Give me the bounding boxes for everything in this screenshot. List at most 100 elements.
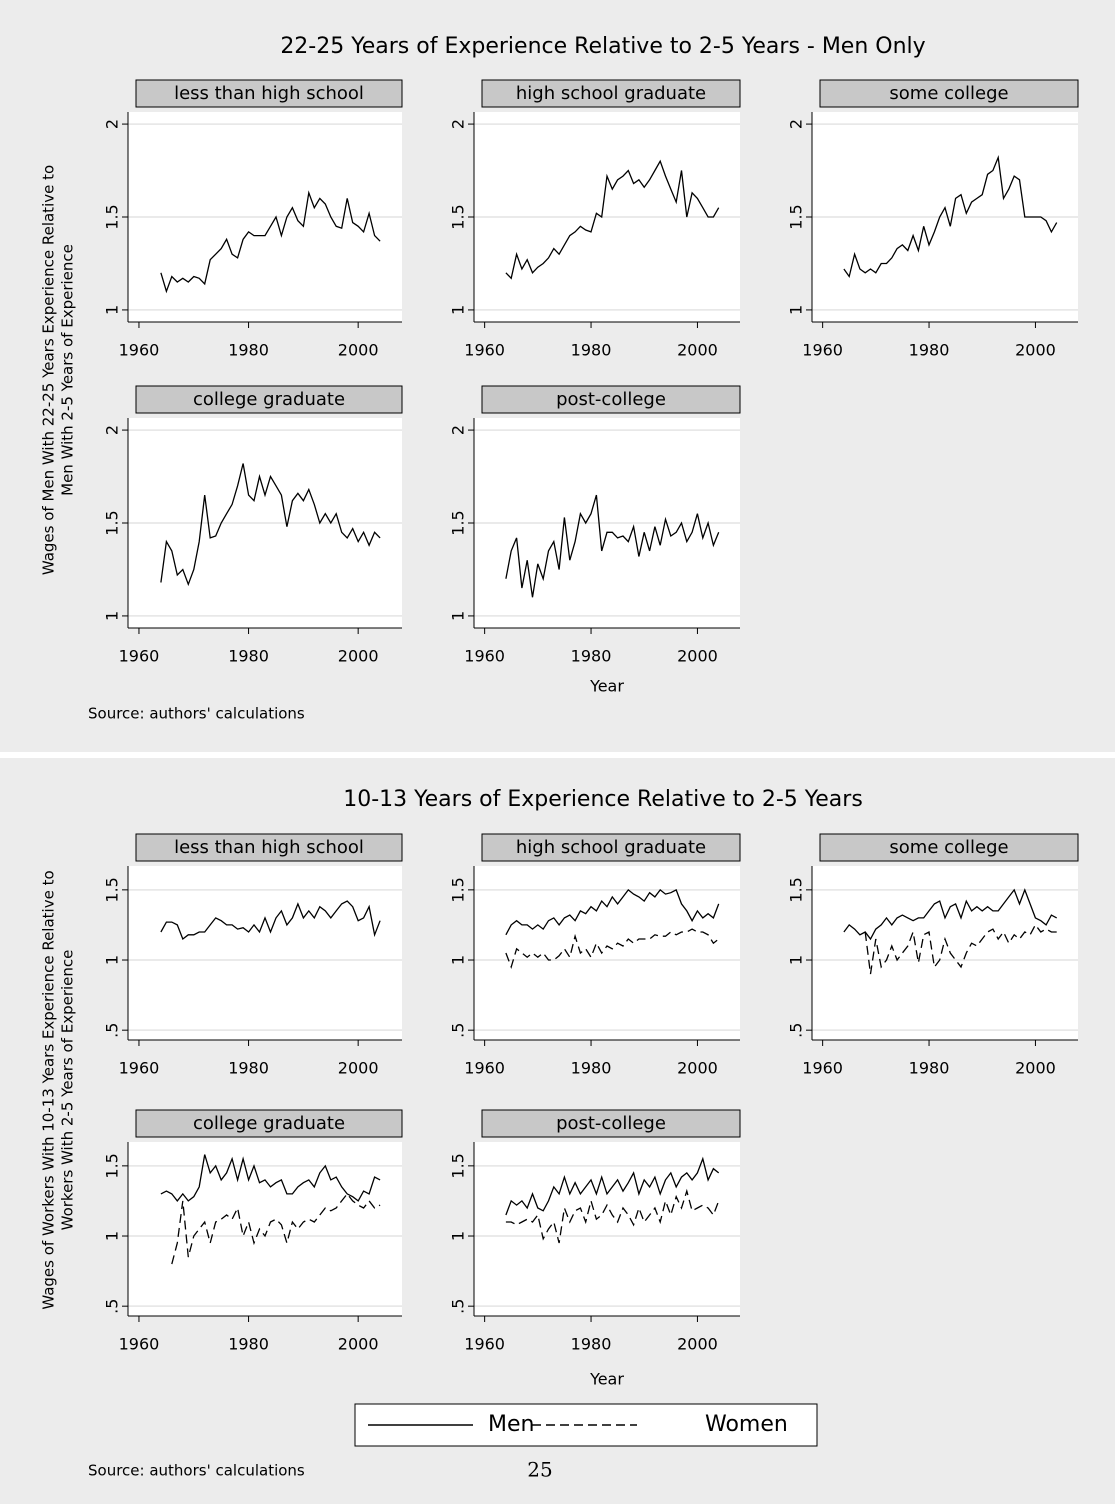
- y-tick-label: 1.5: [787, 877, 806, 902]
- x-tick-label: 2000: [338, 341, 379, 360]
- y-tick-label: 1.5: [103, 204, 122, 229]
- chart-title: 10-13 Years of Experience Relative to 2-…: [343, 787, 863, 812]
- data-line: [171, 1192, 381, 1265]
- y-tick-label: 1: [103, 955, 122, 965]
- y-tick-label: 1: [449, 305, 468, 315]
- x-tick-label: 1960: [119, 1059, 160, 1078]
- x-tick-label: 1980: [571, 647, 612, 666]
- panel-header: [481, 1109, 741, 1138]
- panel: college graduate 1 1.5 2 1960 1980 2000: [103, 385, 403, 666]
- x-tick-label: 1960: [119, 1335, 160, 1354]
- y-axis-label: Wages of Workers With 10-13 Years Experi…: [40, 870, 58, 1309]
- plot-area: [812, 866, 1078, 1040]
- y-tick-label: .5: [449, 1299, 468, 1314]
- y-tick-label: 1: [103, 611, 122, 621]
- x-axis-label: Year: [589, 677, 624, 696]
- data-line: [160, 463, 381, 587]
- data-line: [160, 900, 381, 941]
- x-tick-label: 2000: [1015, 1059, 1056, 1078]
- x-tick-label: 1980: [228, 341, 269, 360]
- x-tick-label: 1980: [228, 1335, 269, 1354]
- y-tick-label: 1: [103, 305, 122, 315]
- panel-header: [135, 385, 403, 414]
- x-tick-label: 1960: [464, 1059, 505, 1078]
- y-tick-label: 1.5: [787, 204, 806, 229]
- data-line: [505, 159, 720, 280]
- panel-title: less than high school: [174, 83, 364, 104]
- y-tick-label: 1: [449, 955, 468, 965]
- x-tick-label: 1980: [571, 341, 612, 360]
- separator: [0, 752, 1115, 758]
- x-tick-label: 1960: [464, 647, 505, 666]
- y-tick-label: 1: [787, 305, 806, 315]
- panel: post-college .5 1 1.5 1960 1980 2000: [449, 1109, 741, 1354]
- y-tick-label: 1: [449, 1231, 468, 1241]
- y-tick-label: 2: [449, 119, 468, 129]
- x-tick-label: 1960: [119, 647, 160, 666]
- y-tick-label: 1.5: [103, 877, 122, 902]
- x-tick-label: 2000: [677, 341, 718, 360]
- y-tick-label: 1.5: [449, 877, 468, 902]
- panel-title: some college: [889, 837, 1008, 858]
- panel: some college .5 1 1.5 1960 1980 2000: [787, 833, 1079, 1078]
- data-line: [864, 923, 1057, 975]
- panel: college graduate .5 1 1.5 1960 1980 2000: [103, 1109, 403, 1354]
- data-line: [843, 888, 1058, 941]
- panel-title: college graduate: [193, 389, 345, 410]
- y-tick-label: 2: [103, 425, 122, 435]
- y-tick-label: .5: [103, 1299, 122, 1314]
- x-tick-label: 1960: [802, 1059, 843, 1078]
- chart-title: 22-25 Years of Experience Relative to 2-…: [280, 34, 925, 59]
- y-tick-label: 1.5: [449, 510, 468, 535]
- panel-title: high school graduate: [516, 83, 706, 104]
- x-tick-label: 1980: [571, 1059, 612, 1078]
- x-tick-label: 1960: [802, 341, 843, 360]
- y-tick-label: 1: [103, 1231, 122, 1241]
- data-line: [843, 154, 1058, 279]
- x-tick-label: 2000: [677, 647, 718, 666]
- x-axis-label: Year: [589, 1370, 624, 1389]
- plot-area: [128, 866, 402, 1040]
- x-tick-label: 1980: [228, 647, 269, 666]
- panel-header: [819, 79, 1079, 108]
- panel-title: post-college: [556, 1113, 666, 1134]
- x-tick-label: 2000: [338, 647, 379, 666]
- x-tick-label: 1980: [571, 1335, 612, 1354]
- x-tick-label: 1980: [228, 1059, 269, 1078]
- panel-title: post-college: [556, 389, 666, 410]
- panel: some college 1 1.5 2 1960 1980 2000: [787, 79, 1079, 360]
- y-tick-label: 1: [787, 955, 806, 965]
- x-tick-label: 1960: [119, 341, 160, 360]
- y-tick-label: 1.5: [103, 510, 122, 535]
- panel: high school graduate 1 1.5 2 1960 1980 2000: [449, 79, 741, 360]
- plot-area: [128, 1142, 402, 1316]
- panel: high school graduate .5 1 1.5 1960 1980 2000: [449, 833, 741, 1078]
- panel-header: [135, 1109, 403, 1138]
- panel-header: [135, 79, 403, 108]
- page-number: 25: [527, 1458, 552, 1482]
- y-axis-label: Wages of Men With 22-25 Years Experience…: [40, 165, 58, 575]
- y-tick-label: 2: [449, 425, 468, 435]
- plot-area: [474, 866, 740, 1040]
- y-tick-label: 2: [787, 119, 806, 129]
- x-tick-label: 2000: [1015, 341, 1056, 360]
- y-tick-label: .5: [787, 1023, 806, 1038]
- panel-header: [481, 79, 741, 108]
- y-tick-label: 1.5: [103, 1153, 122, 1178]
- panel-header: [481, 385, 741, 414]
- panel: post-college 1 1.5 2 1960 1980 2000: [449, 385, 741, 666]
- panel-header: [481, 833, 741, 862]
- y-axis-label: Workers With 2-5 Years of Experience: [59, 950, 77, 1231]
- panel-title: college graduate: [193, 1113, 345, 1134]
- legend-label: Men: [488, 1412, 534, 1437]
- x-tick-label: 2000: [677, 1335, 718, 1354]
- panel-title: high school graduate: [516, 837, 706, 858]
- y-tick-label: 1.5: [449, 204, 468, 229]
- data-line: [160, 1154, 381, 1202]
- data-line: [505, 928, 720, 970]
- legend-label: Women: [705, 1412, 788, 1437]
- x-tick-label: 1980: [909, 1059, 950, 1078]
- panel: less than high school 1 1.5 2 1960 1980 2000: [103, 79, 403, 360]
- panel-title: some college: [889, 83, 1008, 104]
- x-tick-label: 1960: [464, 341, 505, 360]
